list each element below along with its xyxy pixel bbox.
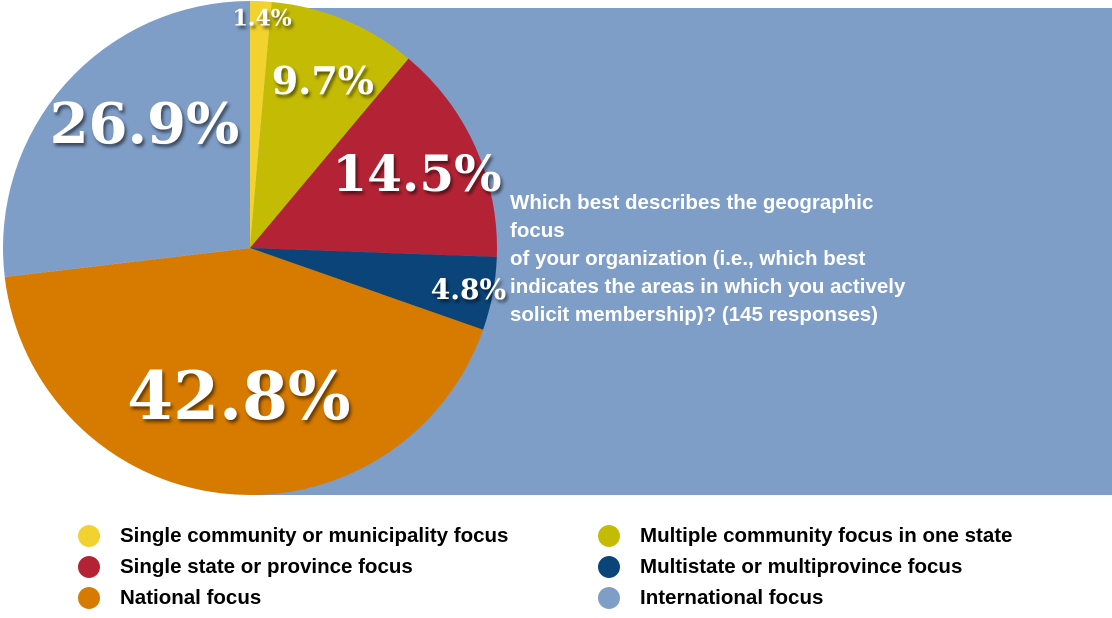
legend-item-multistate: Multistate or multiprovince focus — [598, 555, 962, 579]
pie-label-single-state: 14.5% — [332, 144, 501, 203]
legend-label: Multistate or multiprovince focus — [640, 555, 963, 578]
chart-legend: Single community or municipality focus M… — [78, 524, 1112, 614]
legend-label: Single community or municipality focus — [120, 524, 509, 547]
legend-swatch — [78, 525, 100, 547]
pie-label-single-community: 1.4% — [233, 6, 292, 32]
pie-label-multiple-community: 9.7% — [272, 58, 374, 103]
question-line: Which best describes the geographic focu… — [510, 191, 874, 242]
pie-slice-single-community — [250, 0, 272, 248]
pie-slice-international — [3, 1, 251, 277]
pie-slice-national — [4, 248, 484, 496]
question-line: indicates the areas in which you activel… — [510, 275, 906, 298]
pie-label-international: 26.9% — [50, 91, 240, 157]
question-line: of your organization (i.e., which best — [510, 247, 866, 270]
question-line: solicit membership)? (145 responses) — [510, 303, 878, 326]
legend-item-national: National focus — [78, 586, 261, 610]
legend-item-multiple-community: Multiple community focus in one state — [598, 524, 1012, 548]
legend-swatch — [598, 525, 620, 547]
legend-swatch — [78, 587, 100, 609]
legend-label: National focus — [120, 586, 262, 609]
legend-item-single-state: Single state or province focus — [78, 555, 413, 579]
legend-label: Single state or province focus — [120, 555, 413, 578]
pie-slice-multistate — [250, 248, 497, 330]
pie-slices — [3, 0, 498, 496]
pie-slice-multiple-community — [250, 1, 409, 249]
legend-label: Multiple community focus in one state — [640, 524, 1013, 547]
pie-label-national: 42.8% — [127, 357, 350, 435]
chart-question: Which best describes the geographic focu… — [510, 189, 930, 329]
pie-slice-single-state — [250, 58, 498, 257]
legend-swatch — [598, 556, 620, 578]
legend-swatch — [598, 587, 620, 609]
pie-slice-labels: 1.4% 9.7% 14.5% 4.8% 42.8% 26.9% — [50, 6, 506, 435]
legend-label: International focus — [640, 586, 824, 609]
legend-swatch — [78, 556, 100, 578]
pie-label-multistate: 4.8% — [431, 273, 506, 306]
legend-item-international: International focus — [598, 586, 823, 610]
legend-item-single-community: Single community or municipality focus — [78, 524, 508, 548]
